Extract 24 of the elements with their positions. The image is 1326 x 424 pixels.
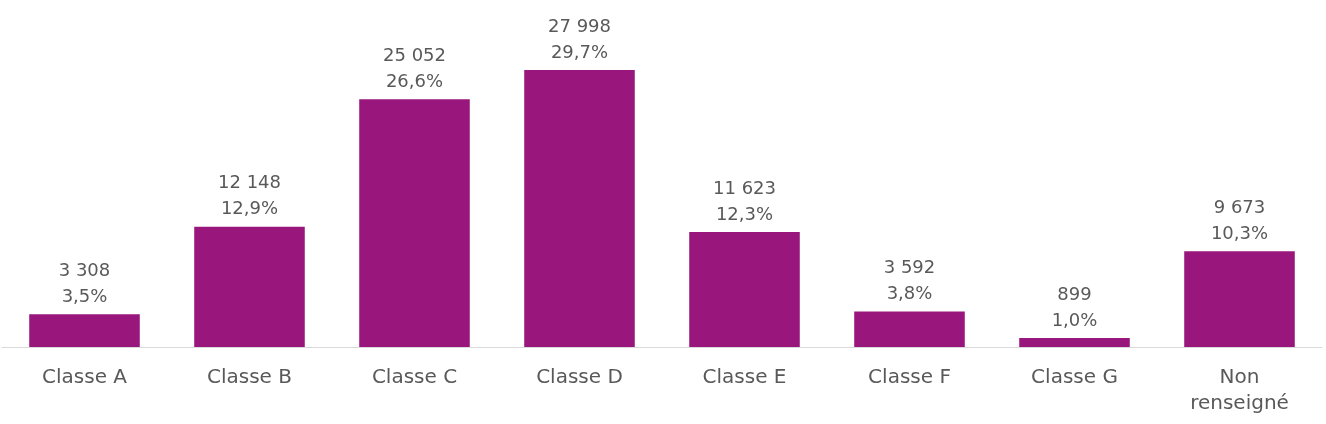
data-label: 12 148 12,9% <box>218 171 281 219</box>
bar <box>29 314 140 347</box>
x-tick-label: Non renseigné <box>1190 364 1289 414</box>
data-label: 899 1,0% <box>1051 282 1098 330</box>
data-label: 9 673 10,3% <box>1210 195 1269 243</box>
x-tick-label: Classe D <box>536 364 623 388</box>
bar <box>194 226 305 347</box>
x-tick-label: Classe E <box>702 364 787 388</box>
bar <box>689 232 800 347</box>
data-label: 11 623 12,3% <box>713 176 776 224</box>
x-tick-label: Classe C <box>371 364 458 388</box>
bar <box>359 99 470 347</box>
data-label: 3 308 3,5% <box>58 258 111 306</box>
bar <box>854 311 965 347</box>
data-label: 25 052 26,6% <box>383 43 446 91</box>
x-tick-label: Classe F <box>868 364 951 388</box>
bar <box>1184 251 1295 347</box>
x-tick-label: Classe G <box>1031 364 1118 388</box>
x-tick-label: Classe B <box>207 364 292 388</box>
x-tick-label: Classe A <box>42 364 128 388</box>
bar <box>524 70 635 347</box>
data-label: 3 592 3,8% <box>883 255 936 303</box>
bar <box>1019 338 1130 347</box>
data-label: 27 998 29,7% <box>548 14 611 62</box>
